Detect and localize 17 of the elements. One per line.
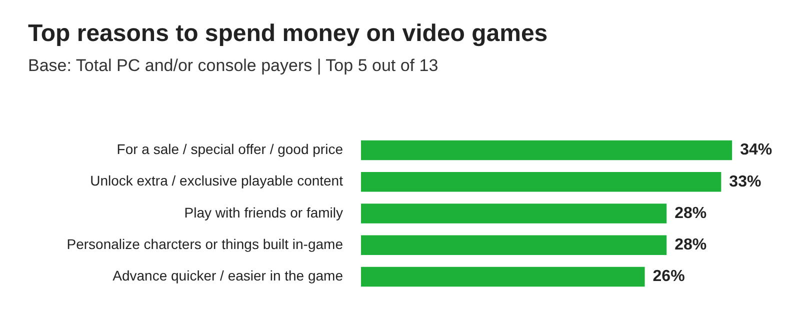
y-tick-label: Unlock extra / exclusive playable content (90, 172, 344, 189)
data-label: 33% (729, 173, 762, 190)
bar (361, 204, 667, 224)
chart-subtitle: Base: Total PC and/or console payers | Top 5 out of 13 (28, 56, 438, 76)
data-label: 28% (674, 204, 707, 222)
data-label: 28% (674, 236, 707, 254)
y-tick-label: Play with friends or family (184, 204, 343, 220)
data-label: 26% (652, 268, 685, 286)
bar (361, 172, 722, 192)
y-tick-label: For a sale / special offer / good price (116, 141, 344, 158)
bar (361, 235, 667, 256)
y-tick-label: Advance quicker / easier in the game (112, 268, 344, 284)
chart-title: Top reasons to spend money on video games (28, 20, 548, 48)
data-label: 34% (740, 142, 772, 159)
bar (361, 140, 732, 160)
bar (361, 266, 645, 287)
y-tick-label: Personalize charcters or things built in-game (66, 236, 344, 252)
